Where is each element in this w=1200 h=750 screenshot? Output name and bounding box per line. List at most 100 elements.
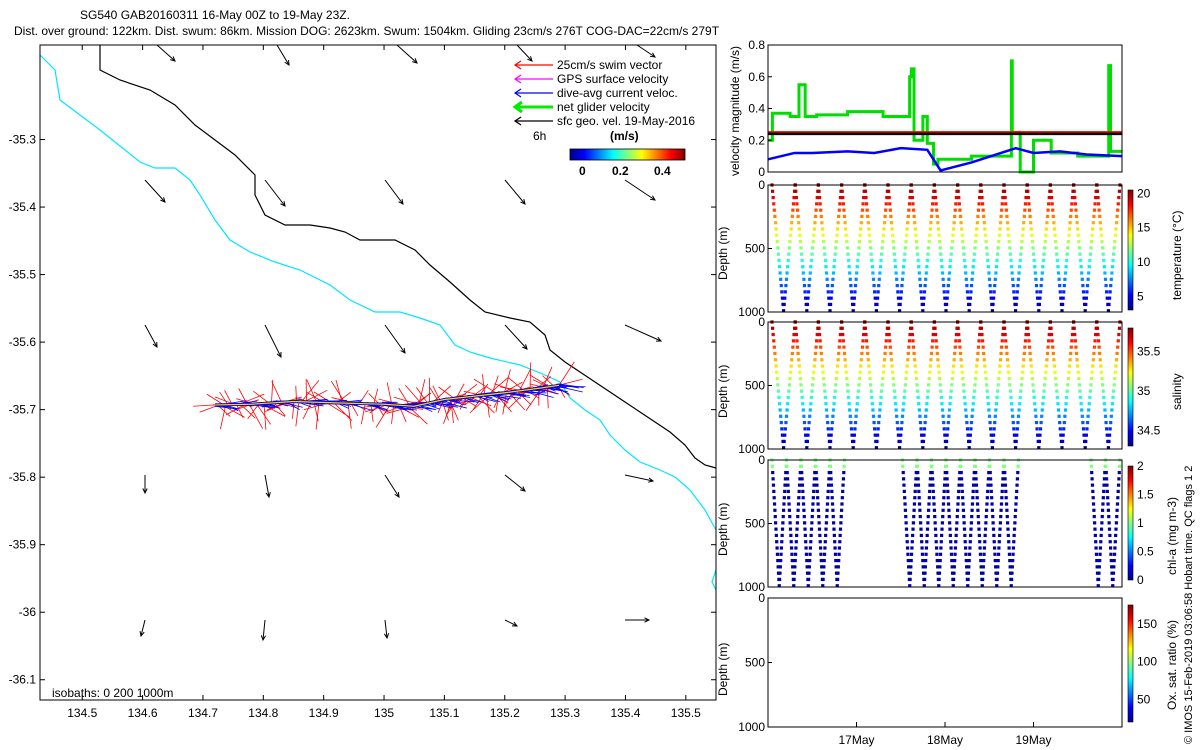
section-sample [1012, 296, 1017, 300]
section-sample [931, 202, 935, 206]
section-sample [1096, 202, 1101, 206]
section-sample [782, 508, 786, 512]
section-sample [975, 364, 979, 368]
section-sample [779, 283, 783, 288]
section-sample [834, 558, 838, 563]
section-sample [929, 214, 934, 219]
section-sample [821, 577, 825, 582]
map-colorbar [569, 148, 686, 161]
map-y-tick-label: -35.8 [9, 470, 37, 484]
section-sample [971, 408, 975, 412]
section-sample [1070, 202, 1074, 206]
geostrophic-arrowhead [522, 344, 528, 350]
section-sample [1042, 252, 1046, 256]
section-sample [965, 565, 969, 569]
section-sample [773, 358, 778, 362]
section-sample [959, 477, 964, 481]
section-sample [1049, 326, 1053, 330]
section-sample [1104, 464, 1108, 468]
section-sample [942, 496, 946, 500]
section-sample [977, 521, 981, 525]
section-sample [983, 370, 988, 374]
geostrophic-arrow [384, 324, 406, 354]
velocity-panel: 00.20.40.60.8 [748, 38, 1123, 179]
section-sample [841, 195, 845, 200]
section-sample [858, 233, 862, 237]
section-sample [951, 584, 955, 588]
section-sample [1067, 233, 1071, 237]
map-y-tick-label: -35.3 [9, 133, 37, 147]
section-sample [915, 383, 919, 387]
section-sample [830, 496, 834, 500]
section-sample [955, 514, 959, 519]
section-sample [996, 252, 1000, 256]
section-sample [962, 395, 967, 400]
section-sample [788, 376, 792, 381]
section-sample [1074, 208, 1078, 212]
section-sample [846, 258, 851, 263]
section-sample [812, 364, 816, 368]
section-sample [1114, 527, 1118, 531]
section-sample [993, 558, 997, 563]
section-sample [1099, 540, 1103, 544]
section-sample [1081, 290, 1086, 294]
section-sample [1006, 364, 1010, 368]
section-sample [795, 208, 800, 212]
section-sample [961, 239, 965, 244]
section-sample [1051, 345, 1055, 349]
section-sample [773, 214, 777, 219]
section-sample [811, 508, 815, 512]
section-sample [965, 427, 970, 431]
section-sample [866, 221, 870, 225]
section-sample [906, 558, 910, 563]
section-sample [807, 565, 811, 569]
section-sample [887, 332, 891, 337]
section-sample [797, 221, 801, 225]
section-sample [940, 265, 944, 269]
section-sample [848, 414, 852, 418]
section-sample [1108, 427, 1112, 431]
velocity-ylabel: velocity magnitude (m/s) [728, 45, 742, 176]
section-sample [961, 508, 965, 512]
section-sample [1055, 252, 1059, 256]
section-sample [839, 521, 843, 525]
section-sample [852, 433, 856, 437]
section-sample [791, 565, 795, 569]
section-sample [1091, 221, 1095, 225]
section-sample [1098, 351, 1102, 356]
geostrophic-arrowhead [383, 633, 390, 640]
section-sample [840, 508, 844, 512]
geostrophic-arrowhead [139, 631, 145, 638]
section-sample [968, 546, 972, 550]
section-sample [870, 265, 874, 269]
section-sample [1009, 584, 1013, 588]
section-sample [812, 370, 816, 374]
section-sample [1085, 283, 1090, 288]
section-sample [1074, 351, 1079, 356]
section-sample [1017, 271, 1021, 275]
section-sample [957, 483, 961, 487]
section-sample [1105, 290, 1109, 294]
section-sample [1115, 214, 1119, 219]
section-sample [1000, 339, 1004, 343]
section-sample [1062, 290, 1066, 294]
section-sample [1111, 258, 1115, 263]
section-sample [1022, 221, 1026, 225]
geostrophic-arrow [504, 474, 526, 492]
section-sample [938, 565, 942, 569]
section-sample [1107, 433, 1112, 437]
section-sample [1035, 427, 1039, 431]
section-sample [804, 552, 809, 556]
section-sample [772, 502, 777, 506]
section-sample [1034, 277, 1038, 281]
section-sample [813, 221, 817, 225]
geostrophic-arrowhead [644, 617, 651, 623]
section-sample [933, 514, 937, 519]
section-sample [1092, 345, 1097, 349]
section-sample [791, 208, 795, 212]
section-sample [958, 208, 962, 212]
map-x-tick-label: 134.8 [248, 706, 278, 720]
